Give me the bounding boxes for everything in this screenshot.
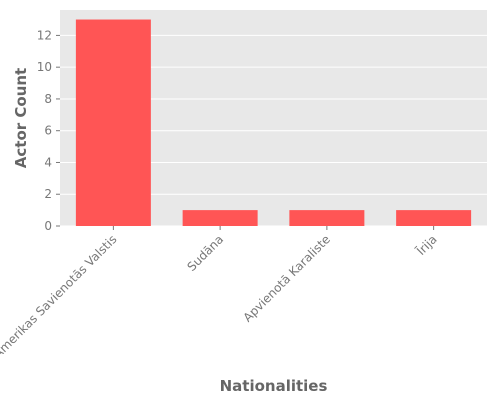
bar xyxy=(182,210,258,226)
y-tick-label: 4 xyxy=(44,155,52,169)
y-tick-label: 6 xyxy=(44,124,52,138)
y-axis-title: Actor Count xyxy=(12,68,30,168)
bars xyxy=(75,19,472,226)
x-tick-label: Īrija xyxy=(414,232,440,258)
x-axis-ticks: Amerikas Savienotās Valstis Sudāna Apvieno… xyxy=(0,226,440,361)
bar xyxy=(289,210,365,226)
x-axis-title: Nationalities xyxy=(220,377,328,395)
y-tick-label: 10 xyxy=(37,60,52,74)
x-tick-label: Sudāna xyxy=(184,232,226,274)
y-tick-label: 0 xyxy=(44,219,52,233)
x-tick-label: Apvienotā Karaliste xyxy=(241,232,333,324)
y-tick-label: 12 xyxy=(37,28,52,42)
y-axis-ticks: 0 2 4 6 8 10 12 xyxy=(37,28,60,233)
y-tick-label: 2 xyxy=(44,187,52,201)
x-tick-label: Amerikas Savienotās Valstis xyxy=(0,232,119,361)
y-tick-label: 8 xyxy=(44,92,52,106)
bar xyxy=(75,19,151,226)
bar xyxy=(396,210,472,226)
